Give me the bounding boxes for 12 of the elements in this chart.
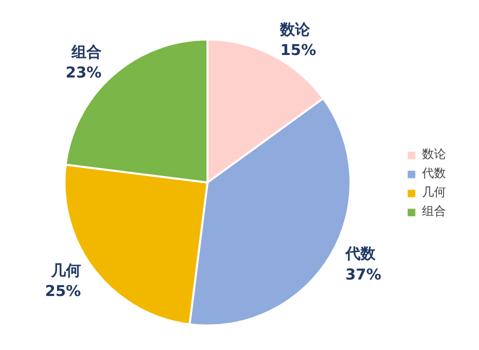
data-label: 25% <box>45 282 81 300</box>
slice-label: 几何 <box>50 261 81 280</box>
slice-label: 数论 <box>279 20 312 38</box>
legend-label: 组合 <box>422 203 446 220</box>
slice-label: 代数 <box>344 244 376 263</box>
slice-label: 组合 <box>70 43 102 62</box>
data-label: 15% <box>280 41 316 60</box>
legend-label: 数论 <box>422 146 446 163</box>
data-label: 23% <box>66 64 102 82</box>
legend-label: 代数 <box>422 165 446 182</box>
legend-label: 几何 <box>422 184 446 201</box>
data-label: 37% <box>345 265 382 284</box>
